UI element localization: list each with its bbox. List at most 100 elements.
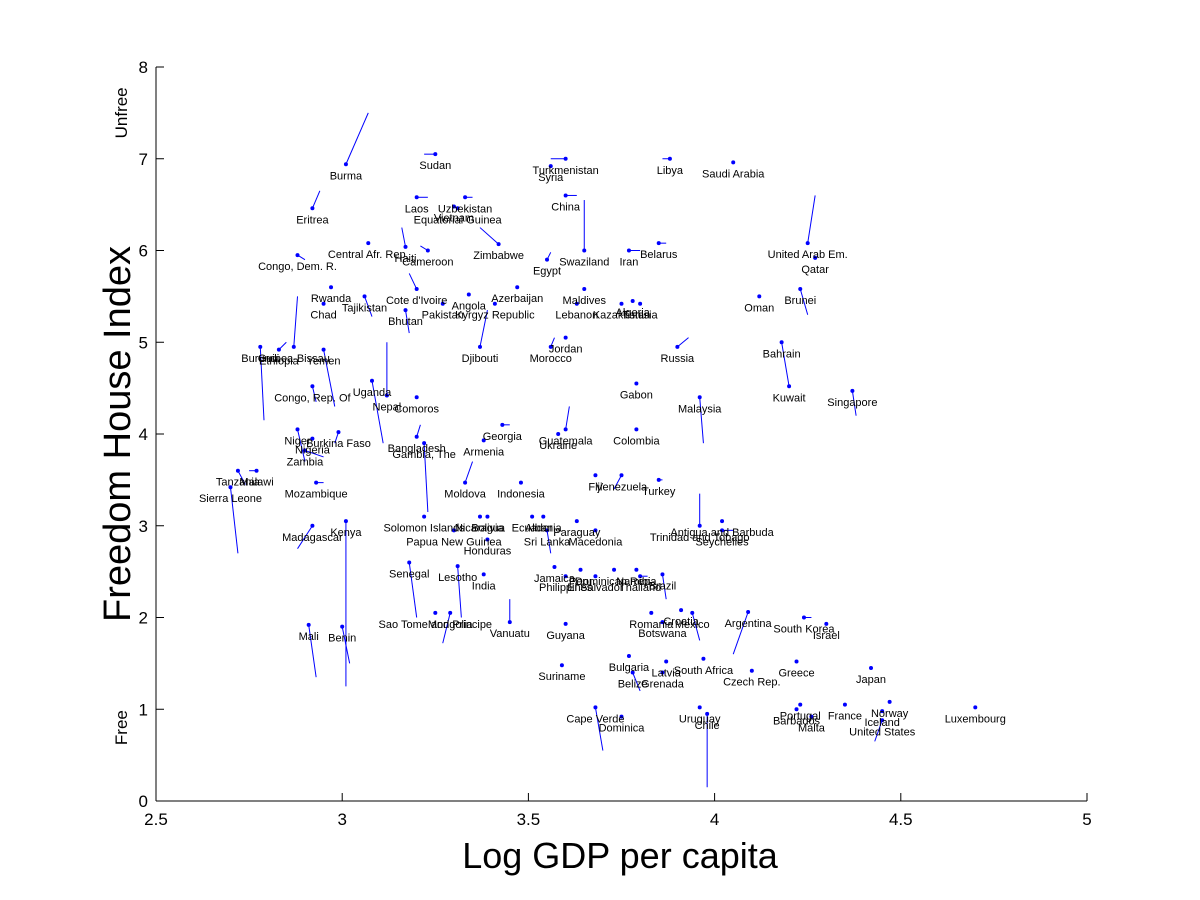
data-point bbox=[626, 654, 631, 659]
point-label: Macedonia bbox=[569, 536, 624, 548]
point-label: Zambia bbox=[287, 457, 325, 469]
point-label: Sri Lanka bbox=[524, 536, 571, 548]
data-point bbox=[466, 292, 471, 297]
data-point bbox=[548, 164, 553, 169]
data-point bbox=[433, 152, 438, 157]
point-label: South Africa bbox=[674, 665, 734, 677]
x-tick-label: 4 bbox=[710, 810, 719, 829]
point-label: Norway bbox=[871, 708, 909, 720]
point-label: Malta bbox=[798, 723, 826, 735]
data-point bbox=[541, 514, 546, 519]
data-point bbox=[630, 298, 635, 303]
data-point bbox=[448, 610, 453, 615]
data-point bbox=[258, 344, 263, 349]
data-point bbox=[794, 707, 799, 712]
trajectory-line bbox=[408, 562, 418, 618]
point-label: Kyrgyz Republic bbox=[455, 310, 535, 322]
data-point bbox=[664, 659, 669, 664]
point-label: China bbox=[551, 201, 581, 213]
data-point bbox=[455, 564, 460, 569]
point-label: Nigeria bbox=[295, 445, 331, 457]
data-point bbox=[757, 294, 762, 299]
point-label: Chile bbox=[695, 720, 720, 732]
point-label: Oman bbox=[744, 302, 774, 314]
x-tick-label: 4.5 bbox=[889, 810, 913, 829]
point-label: Philippines bbox=[539, 582, 593, 594]
point-label: Ecuador bbox=[512, 523, 553, 535]
x-tick-label: 3 bbox=[337, 810, 346, 829]
data-point bbox=[690, 610, 695, 615]
data-point bbox=[798, 702, 803, 707]
point-label: Libya bbox=[657, 165, 684, 177]
point-label: Mozambique bbox=[285, 489, 348, 501]
trajectory-line bbox=[259, 346, 265, 421]
data-point bbox=[477, 344, 482, 349]
trajectory-line bbox=[304, 450, 324, 458]
trajectory-line bbox=[364, 296, 373, 317]
point-label: Singapore bbox=[827, 397, 877, 409]
point-label: Haiti bbox=[395, 253, 417, 265]
point-label: Madagascar bbox=[282, 532, 343, 544]
point-label: Cote d'Ivoire bbox=[386, 295, 447, 307]
data-point bbox=[321, 301, 326, 306]
data-point bbox=[697, 705, 702, 710]
data-point bbox=[574, 519, 579, 524]
point-label: Brunei bbox=[784, 295, 816, 307]
data-point bbox=[720, 528, 725, 533]
data-point bbox=[228, 485, 233, 490]
point-label: Paraguay bbox=[553, 527, 601, 539]
point-label: Kuwait bbox=[773, 392, 806, 404]
point-label: Tanzania bbox=[216, 477, 261, 489]
trajectory-line bbox=[732, 611, 749, 655]
trajectory-line bbox=[874, 720, 883, 742]
point-label: Sudan bbox=[419, 160, 451, 172]
data-point bbox=[634, 567, 639, 572]
data-point bbox=[414, 434, 419, 439]
data-point bbox=[306, 622, 311, 627]
data-point bbox=[276, 347, 281, 352]
data-point bbox=[451, 204, 456, 209]
point-label: Bhutan bbox=[388, 316, 423, 328]
data-point bbox=[366, 241, 371, 246]
data-point bbox=[850, 388, 855, 393]
trajectory-line bbox=[293, 296, 299, 347]
trajectory-line bbox=[613, 475, 622, 490]
point-label: Colombia bbox=[613, 435, 660, 447]
point-label: Azerbaijan bbox=[491, 293, 543, 305]
point-label: Burundi bbox=[241, 353, 279, 365]
data-point bbox=[336, 430, 341, 435]
trajectory-line bbox=[341, 626, 351, 664]
data-point bbox=[649, 610, 654, 615]
data-point bbox=[701, 656, 706, 661]
point-label: Jamaica bbox=[534, 573, 576, 585]
point-label: Indonesia bbox=[497, 489, 546, 501]
point-label: Cape Verde bbox=[566, 713, 624, 725]
data-point bbox=[310, 206, 315, 211]
trajectory-line bbox=[308, 624, 317, 678]
point-label: Lebanon bbox=[555, 310, 598, 322]
point-label: India bbox=[472, 580, 497, 592]
point-label: Senegal bbox=[389, 568, 429, 580]
data-point bbox=[801, 615, 806, 620]
data-point bbox=[455, 206, 460, 211]
data-point bbox=[563, 156, 568, 161]
data-point bbox=[634, 427, 639, 432]
data-point bbox=[563, 574, 568, 579]
data-point bbox=[638, 301, 643, 306]
point-label: Equatorial Guinea bbox=[414, 214, 503, 226]
point-label: Vietnam bbox=[434, 212, 474, 224]
data-point bbox=[887, 699, 892, 704]
data-point bbox=[254, 468, 259, 473]
data-point bbox=[697, 523, 702, 528]
point-label: Uganda bbox=[353, 387, 392, 399]
data-point bbox=[340, 624, 345, 629]
point-label: Nepal bbox=[373, 401, 402, 413]
point-label: Nicaragua bbox=[455, 523, 506, 535]
data-point bbox=[414, 195, 419, 200]
data-point bbox=[369, 378, 374, 383]
data-point bbox=[619, 714, 624, 719]
y-annotation-unfree: Unfree bbox=[112, 87, 131, 138]
point-label: Bolivia bbox=[471, 523, 504, 535]
point-label: Egypt bbox=[533, 266, 561, 278]
